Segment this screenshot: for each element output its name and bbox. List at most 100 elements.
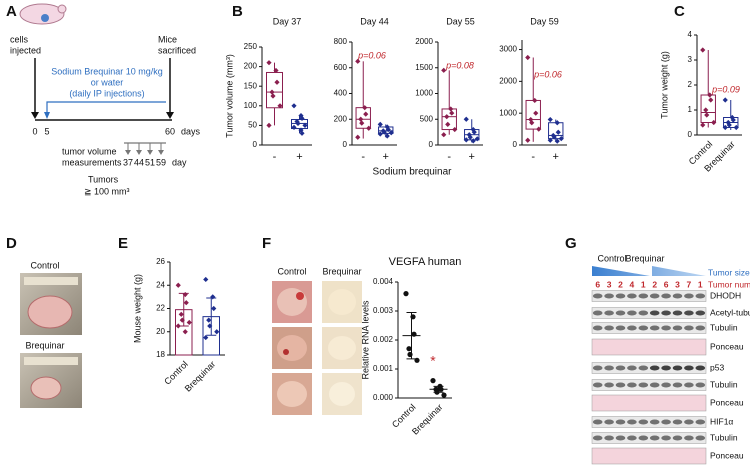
point [558,136,564,142]
point [703,107,709,113]
band [695,310,706,316]
treatment-line [46,101,166,116]
x-tick-label: - [531,151,535,163]
point [554,120,560,126]
point [528,116,534,123]
point [711,119,717,126]
schematic-text: (daily IP injections) [69,88,144,98]
panel-label: F [262,235,271,252]
blot-row-label: DHODH [710,290,741,300]
band [615,365,626,371]
y-axis-label: Mouse weight (g) [132,274,142,343]
point [299,115,305,121]
blot-label: Tumor number [708,279,750,289]
arrowhead [44,112,50,119]
band [592,325,603,331]
y-tick-label: 24 [156,280,165,289]
schematic-text: 59 [156,157,166,167]
blot-row-label: Tubulin [710,432,738,442]
band [649,310,660,316]
blot-strip [591,432,707,444]
point [266,60,272,66]
band [627,310,637,316]
box [700,94,716,123]
point [175,282,181,288]
x-axis-label: Sodium brequinar [373,167,453,178]
y-tick-label: 1500 [415,63,433,72]
y-tick-label: 18 [156,350,165,359]
lane-number: 3 [675,279,680,289]
x-tick-label: + [383,151,389,163]
point [355,58,361,64]
band [661,293,671,299]
measure-arrows [125,143,164,155]
blot-row-label: p53 [710,362,724,372]
chart-title: Day 44 [360,16,389,26]
blot: 6324126371DHODHAcetyl-tubulinTubulinPonc… [591,279,750,465]
band [604,293,614,299]
band [627,325,637,331]
lane-number: 1 [641,279,646,289]
band [615,325,626,331]
chart-title: VEGFA human [389,256,462,268]
band [661,435,671,441]
band [649,325,660,331]
band [627,293,637,299]
point [448,106,454,112]
band [604,419,614,425]
lane-number: 2 [652,279,657,289]
point [277,103,283,109]
ponceau-stain [591,447,707,465]
schematic-text: 0 [32,126,37,136]
band [695,365,706,371]
point [206,317,212,323]
point [183,300,189,306]
schematic-text: measurements [62,157,122,167]
point [358,116,364,122]
point [722,97,728,103]
band [684,325,694,331]
band [672,435,683,441]
point [385,126,391,133]
y-tick-label: 50 [248,121,257,130]
band [684,382,694,388]
y-tick-label: 0 [343,140,348,149]
blot-row-label: Ponceau [710,341,744,351]
y-tick-label: 0 [688,130,693,139]
blot-row-label: Acetyl-tubulin [710,307,750,317]
point [529,120,535,126]
band [649,435,660,441]
point [207,323,213,329]
point [273,67,279,74]
y-tick-label: 0.003 [373,306,394,315]
point [406,346,412,352]
schematic-text: cells [10,34,29,44]
error-bar [406,311,417,360]
band [604,435,614,441]
y-tick-label: 20 [156,327,165,336]
point [299,130,305,136]
ruler [24,357,78,365]
point [525,54,531,61]
point [470,138,476,144]
point [377,131,383,137]
point [403,291,409,297]
y-axis-label: Relative RNA levels [360,300,370,380]
schematic-text: Tumors [88,174,119,184]
y-tick-label: 3 [688,55,693,64]
band [661,382,671,388]
panel-label: C [674,3,685,20]
band [604,310,614,316]
band [695,382,706,388]
point [355,134,361,140]
point [388,130,394,136]
band [638,365,649,371]
point [366,125,372,131]
band [592,293,603,299]
point [266,122,272,128]
y-tick-label: 22 [156,304,165,313]
point [274,79,280,85]
annotation: p=0.08 [445,60,474,70]
box [355,107,371,129]
